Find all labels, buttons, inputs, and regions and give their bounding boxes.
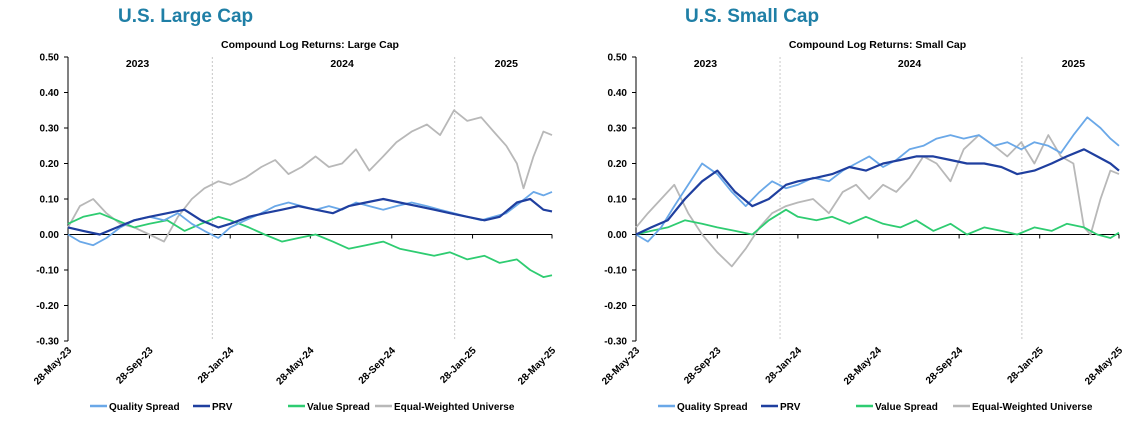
series-line-prv [635,148,1120,236]
y-tick-label: -0.20 [36,301,59,312]
legend-label: PRV [780,402,801,413]
year-label: 2024 [898,58,922,70]
y-tick-label: 0.40 [608,88,628,99]
y-tick-label: 0.00 [40,230,60,241]
x-tick-label: 28-Sep-24 [357,345,398,386]
panel-heading: U.S. Large Cap [118,6,254,27]
year-label: 2024 [330,58,354,70]
y-tick-label: 0.00 [608,230,628,241]
x-tick-label: 28-Jan-24 [196,345,237,386]
x-tick-label: 28-Jan-25 [1005,345,1046,386]
series-line-equal-weighted-universe [635,134,1120,268]
legend-label: Value Spread [875,402,938,413]
series-line-equal-weighted-universe [67,109,553,243]
legend-label: Quality Spread [677,402,748,413]
x-tick-label: 28-May-25 [516,345,558,387]
x-tick-label: 28-May-24 [842,345,884,387]
y-tick-label: 0.30 [608,124,628,135]
chart-small-cap: Compound Log Returns: Small Cap 2023 2024 2… [600,39,1125,413]
y-tick-label: 0.50 [608,53,628,64]
y-tick-label: 0.50 [40,53,60,64]
panel-large-cap: U.S. Large Cap Compound Log Returns: Lar… [32,6,558,413]
series-line-quality-spread [635,116,1120,243]
y-tick-label: 0.10 [608,195,628,206]
y-tick-label: 0.20 [40,159,60,170]
x-tick-label: 28-Sep-23 [114,345,155,386]
legend-label: Equal-Weighted Universe [394,402,515,413]
series-line-value-spread [67,212,553,279]
y-tick-label: 0.30 [40,124,60,135]
x-tick-label: 28-May-24 [274,345,316,387]
x-tick-label: 28-May-23 [32,345,74,387]
y-tick-label: -0.20 [604,301,627,312]
legend-label: Value Spread [307,402,370,413]
series-line-prv [67,197,553,236]
y-tick-label: 0.40 [40,88,60,99]
legend-label: Quality Spread [109,402,180,413]
x-tick-label: 28-May-25 [1083,345,1125,387]
series-line-value-spread [635,208,1120,239]
year-label: 2025 [1062,58,1086,70]
x-tick-label: 28-May-23 [600,345,642,387]
x-tick-label: 28-Jan-24 [764,345,805,386]
y-tick-label: -0.30 [36,337,59,348]
x-tick-label: 28-Sep-23 [682,345,723,386]
legend-label: Equal-Weighted Universe [972,402,1093,413]
y-tick-label: -0.10 [604,266,627,277]
panel-small-cap: U.S. Small Cap Compound Log Returns: Sma… [573,0,1146,424]
year-label: 2025 [495,58,519,70]
year-label: 2023 [694,58,718,70]
y-tick-label: 0.10 [40,195,60,206]
year-label: 2023 [126,58,150,70]
x-tick-label: 28-Jan-25 [438,345,479,386]
chart-title: Compound Log Returns: Small Cap [789,39,966,51]
chart-large-cap: Compound Log Returns: Large Cap 2023 2024 2… [32,39,558,413]
y-tick-label: -0.30 [604,337,627,348]
x-tick-label: 28-Sep-24 [924,345,965,386]
y-tick-label: 0.20 [608,159,628,170]
chart-title: Compound Log Returns: Large Cap [221,39,399,51]
panel-heading: U.S. Small Cap [685,6,820,27]
legend-label: PRV [212,402,233,413]
y-tick-label: -0.10 [36,266,59,277]
